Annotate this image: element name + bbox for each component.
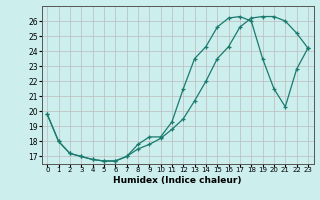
X-axis label: Humidex (Indice chaleur): Humidex (Indice chaleur): [113, 176, 242, 185]
